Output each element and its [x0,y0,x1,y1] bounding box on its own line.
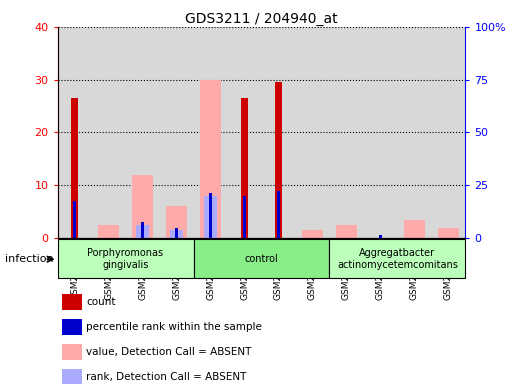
Bar [379,235,382,238]
Text: infection: infection [5,254,54,264]
Bar [98,225,119,238]
Bar [166,207,187,238]
Text: percentile rank within the sample: percentile rank within the sample [86,322,263,332]
Bar [58,239,194,278]
Bar [141,222,144,238]
Bar [302,230,323,238]
Bar [336,225,357,238]
Bar [242,98,247,238]
Bar [404,220,425,238]
Bar [194,239,329,278]
Text: control: control [245,254,278,264]
Bar [204,196,218,238]
Bar [169,230,184,238]
Bar [62,344,82,360]
Text: rank, Detection Call = ABSENT: rank, Detection Call = ABSENT [86,372,247,382]
Text: Porphyromonas
gingivalis: Porphyromonas gingivalis [87,248,164,270]
Bar [136,225,150,238]
Bar [329,239,465,278]
Bar [276,82,281,238]
Text: GDS3211 / 204940_at: GDS3211 / 204940_at [185,12,338,25]
Bar [132,175,153,238]
Bar [62,319,82,335]
Bar [209,193,212,238]
Bar [243,196,246,238]
Text: value, Detection Call = ABSENT: value, Detection Call = ABSENT [86,347,252,357]
Bar [72,98,77,238]
Bar [277,190,280,238]
Text: Aggregatbacter
actinomycetemcomitans: Aggregatbacter actinomycetemcomitans [337,248,458,270]
Bar [175,227,178,238]
Bar [73,201,76,238]
Bar [62,369,82,384]
Bar [62,294,82,310]
Bar [438,227,459,238]
Bar [200,79,221,238]
Text: count: count [86,297,116,307]
